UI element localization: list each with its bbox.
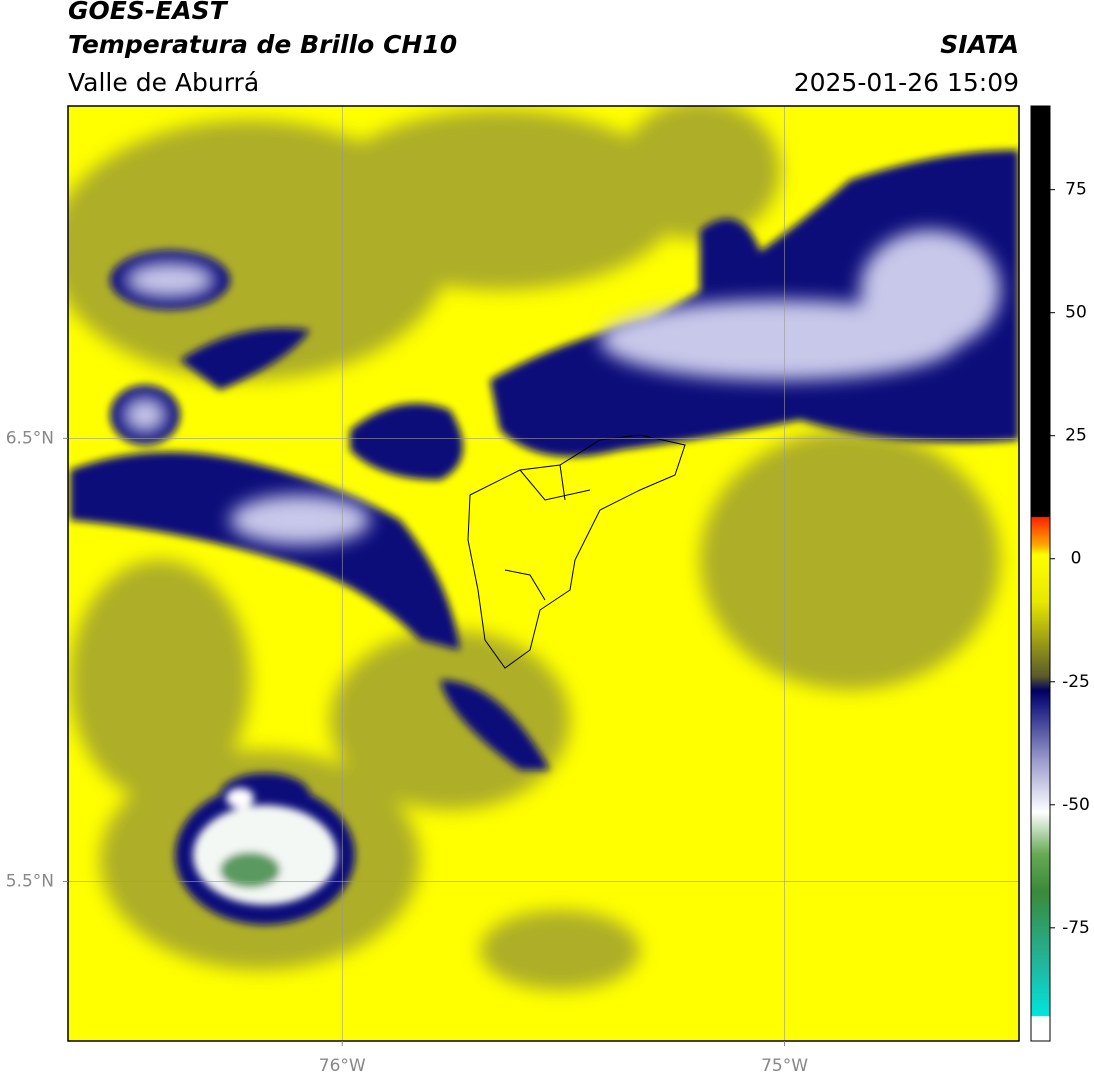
datetime: 2025-01-26 15:09	[794, 68, 1019, 97]
title: GOES-EAST	[68, 0, 229, 25]
colorbar-tick-label: 0	[1071, 549, 1082, 569]
grid	[68, 106, 1019, 1041]
colorbar-tick-label: 50	[1065, 303, 1087, 323]
colorbar-tick-label: -25	[1062, 672, 1090, 692]
x-tick-label: 76°W	[319, 1056, 366, 1076]
colorbar-tick-label: 75	[1065, 180, 1087, 200]
subtitle: Temperatura de Brillo CH10	[68, 30, 457, 59]
colorbar-tick-label: -75	[1062, 918, 1090, 938]
map-frame	[67, 105, 1020, 1042]
colorbar-tick-label: 25	[1065, 426, 1087, 446]
colorbar-tick-label: -50	[1062, 795, 1090, 815]
x-tick-label: 75°W	[761, 1056, 808, 1076]
region: Valle de Aburrá	[68, 68, 259, 97]
source: SIATA	[940, 30, 1019, 59]
y-tick-label: 5.5°N	[6, 871, 54, 891]
colorbar	[1030, 105, 1051, 1042]
region-outline	[467, 434, 686, 669]
satellite-image	[68, 106, 1019, 1041]
y-tick-label: 6.5°N	[6, 428, 54, 448]
